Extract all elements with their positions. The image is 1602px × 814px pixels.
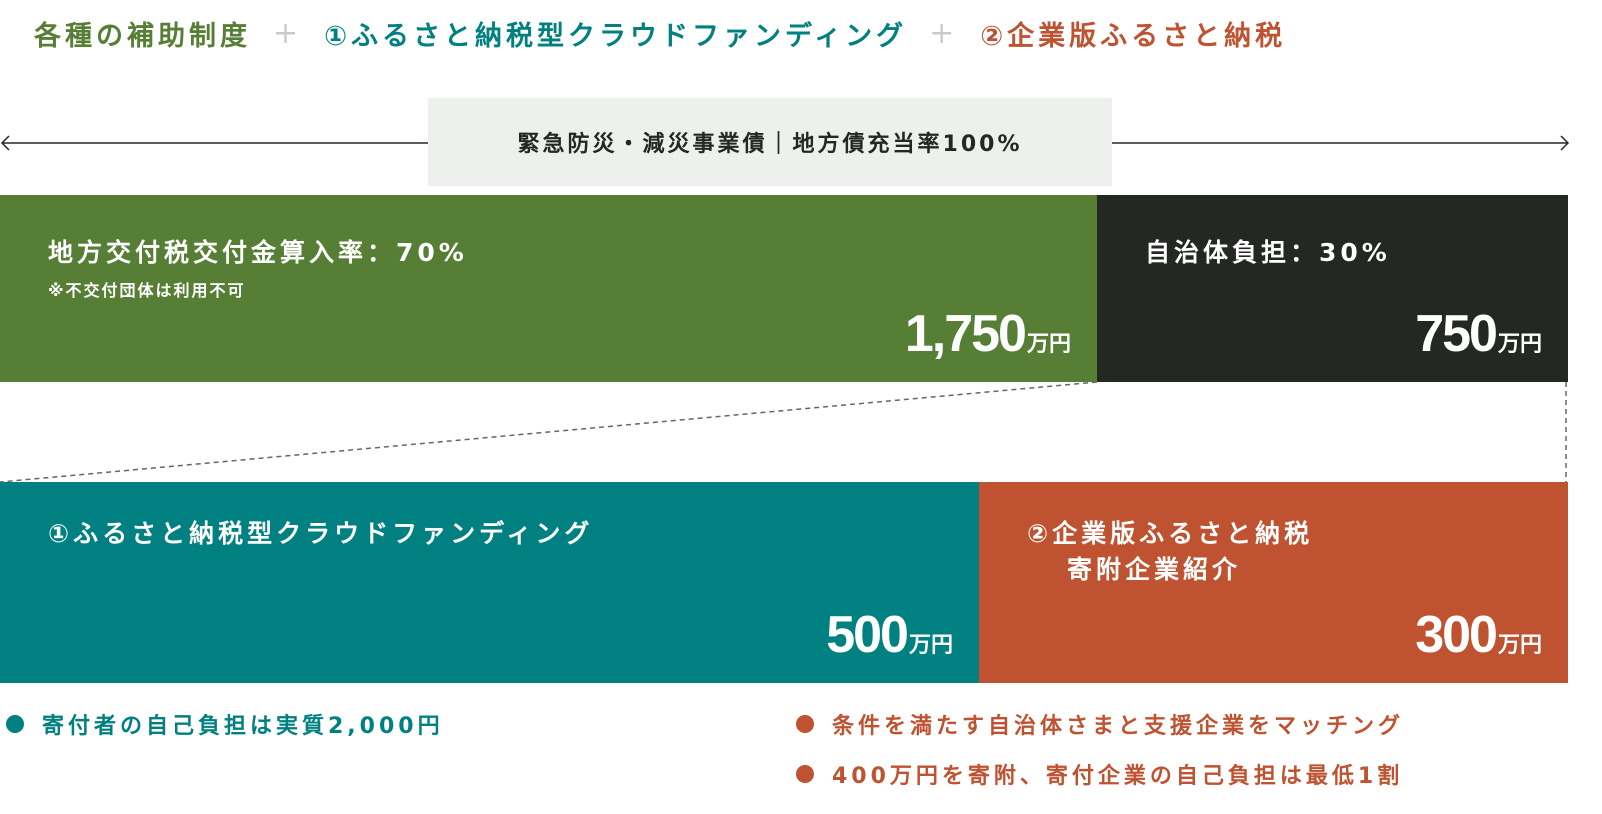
dashed-lines bbox=[0, 381, 1567, 483]
block-label: 地方交付税交付金算入率：70% bbox=[48, 238, 468, 267]
block-tax-grant: 地方交付税交付金算入率：70% ※不交付団体は利用不可 1,750万円 bbox=[0, 195, 1097, 382]
block-corporate-tax: ②企業版ふるさと納税 寄附企業紹介 300万円 bbox=[979, 482, 1568, 683]
header-corporate-tax: ②企業版ふるさと納税 bbox=[980, 21, 1287, 52]
block-amount: 750万円 bbox=[1415, 305, 1542, 363]
block-municipal-burden: 自治体負担：30% 750万円 bbox=[1097, 195, 1568, 382]
header-subsidy: 各種の補助制度 bbox=[34, 21, 251, 52]
block-crowdfunding: ①ふるさと納税型クラウドファンディング 500万円 bbox=[0, 482, 979, 683]
block-note: ※不交付団体は利用不可 bbox=[48, 281, 246, 300]
plus-sign: + bbox=[929, 16, 959, 51]
bullet-dot-icon bbox=[796, 765, 814, 783]
block-label: ①ふるさと納税型クラウドファンディング bbox=[48, 519, 594, 548]
bullet-item: 条件を満たす自治体さまと支援企業をマッチング bbox=[796, 708, 1404, 740]
block-label: 自治体負担：30% bbox=[1145, 238, 1391, 267]
bullet-dot-icon bbox=[796, 715, 814, 733]
bullet-item: 寄付者の自己負担は実質2,000円 bbox=[6, 708, 444, 740]
header-title: 各種の補助制度 + ①ふるさと納税型クラウドファンディング + ②企業版ふるさと… bbox=[34, 14, 1286, 53]
block-amount: 500万円 bbox=[826, 606, 953, 664]
block-label: ②企業版ふるさと納税 bbox=[1027, 519, 1314, 548]
double-arrow-icon bbox=[0, 135, 1570, 151]
bullet-item: 400万円を寄附、寄付企業の自己負担は最低1割 bbox=[796, 758, 1403, 790]
bullet-dot-icon bbox=[6, 715, 24, 733]
block-label-sub: 寄附企業紹介 bbox=[1067, 555, 1242, 584]
plus-sign: + bbox=[273, 16, 303, 51]
bond-label-box: 緊急防災・減災事業債｜地方債充当率100% bbox=[428, 98, 1112, 186]
header-crowdfunding: ①ふるさと納税型クラウドファンディング bbox=[324, 21, 908, 52]
block-amount: 300万円 bbox=[1415, 606, 1542, 664]
block-amount: 1,750万円 bbox=[904, 305, 1071, 363]
